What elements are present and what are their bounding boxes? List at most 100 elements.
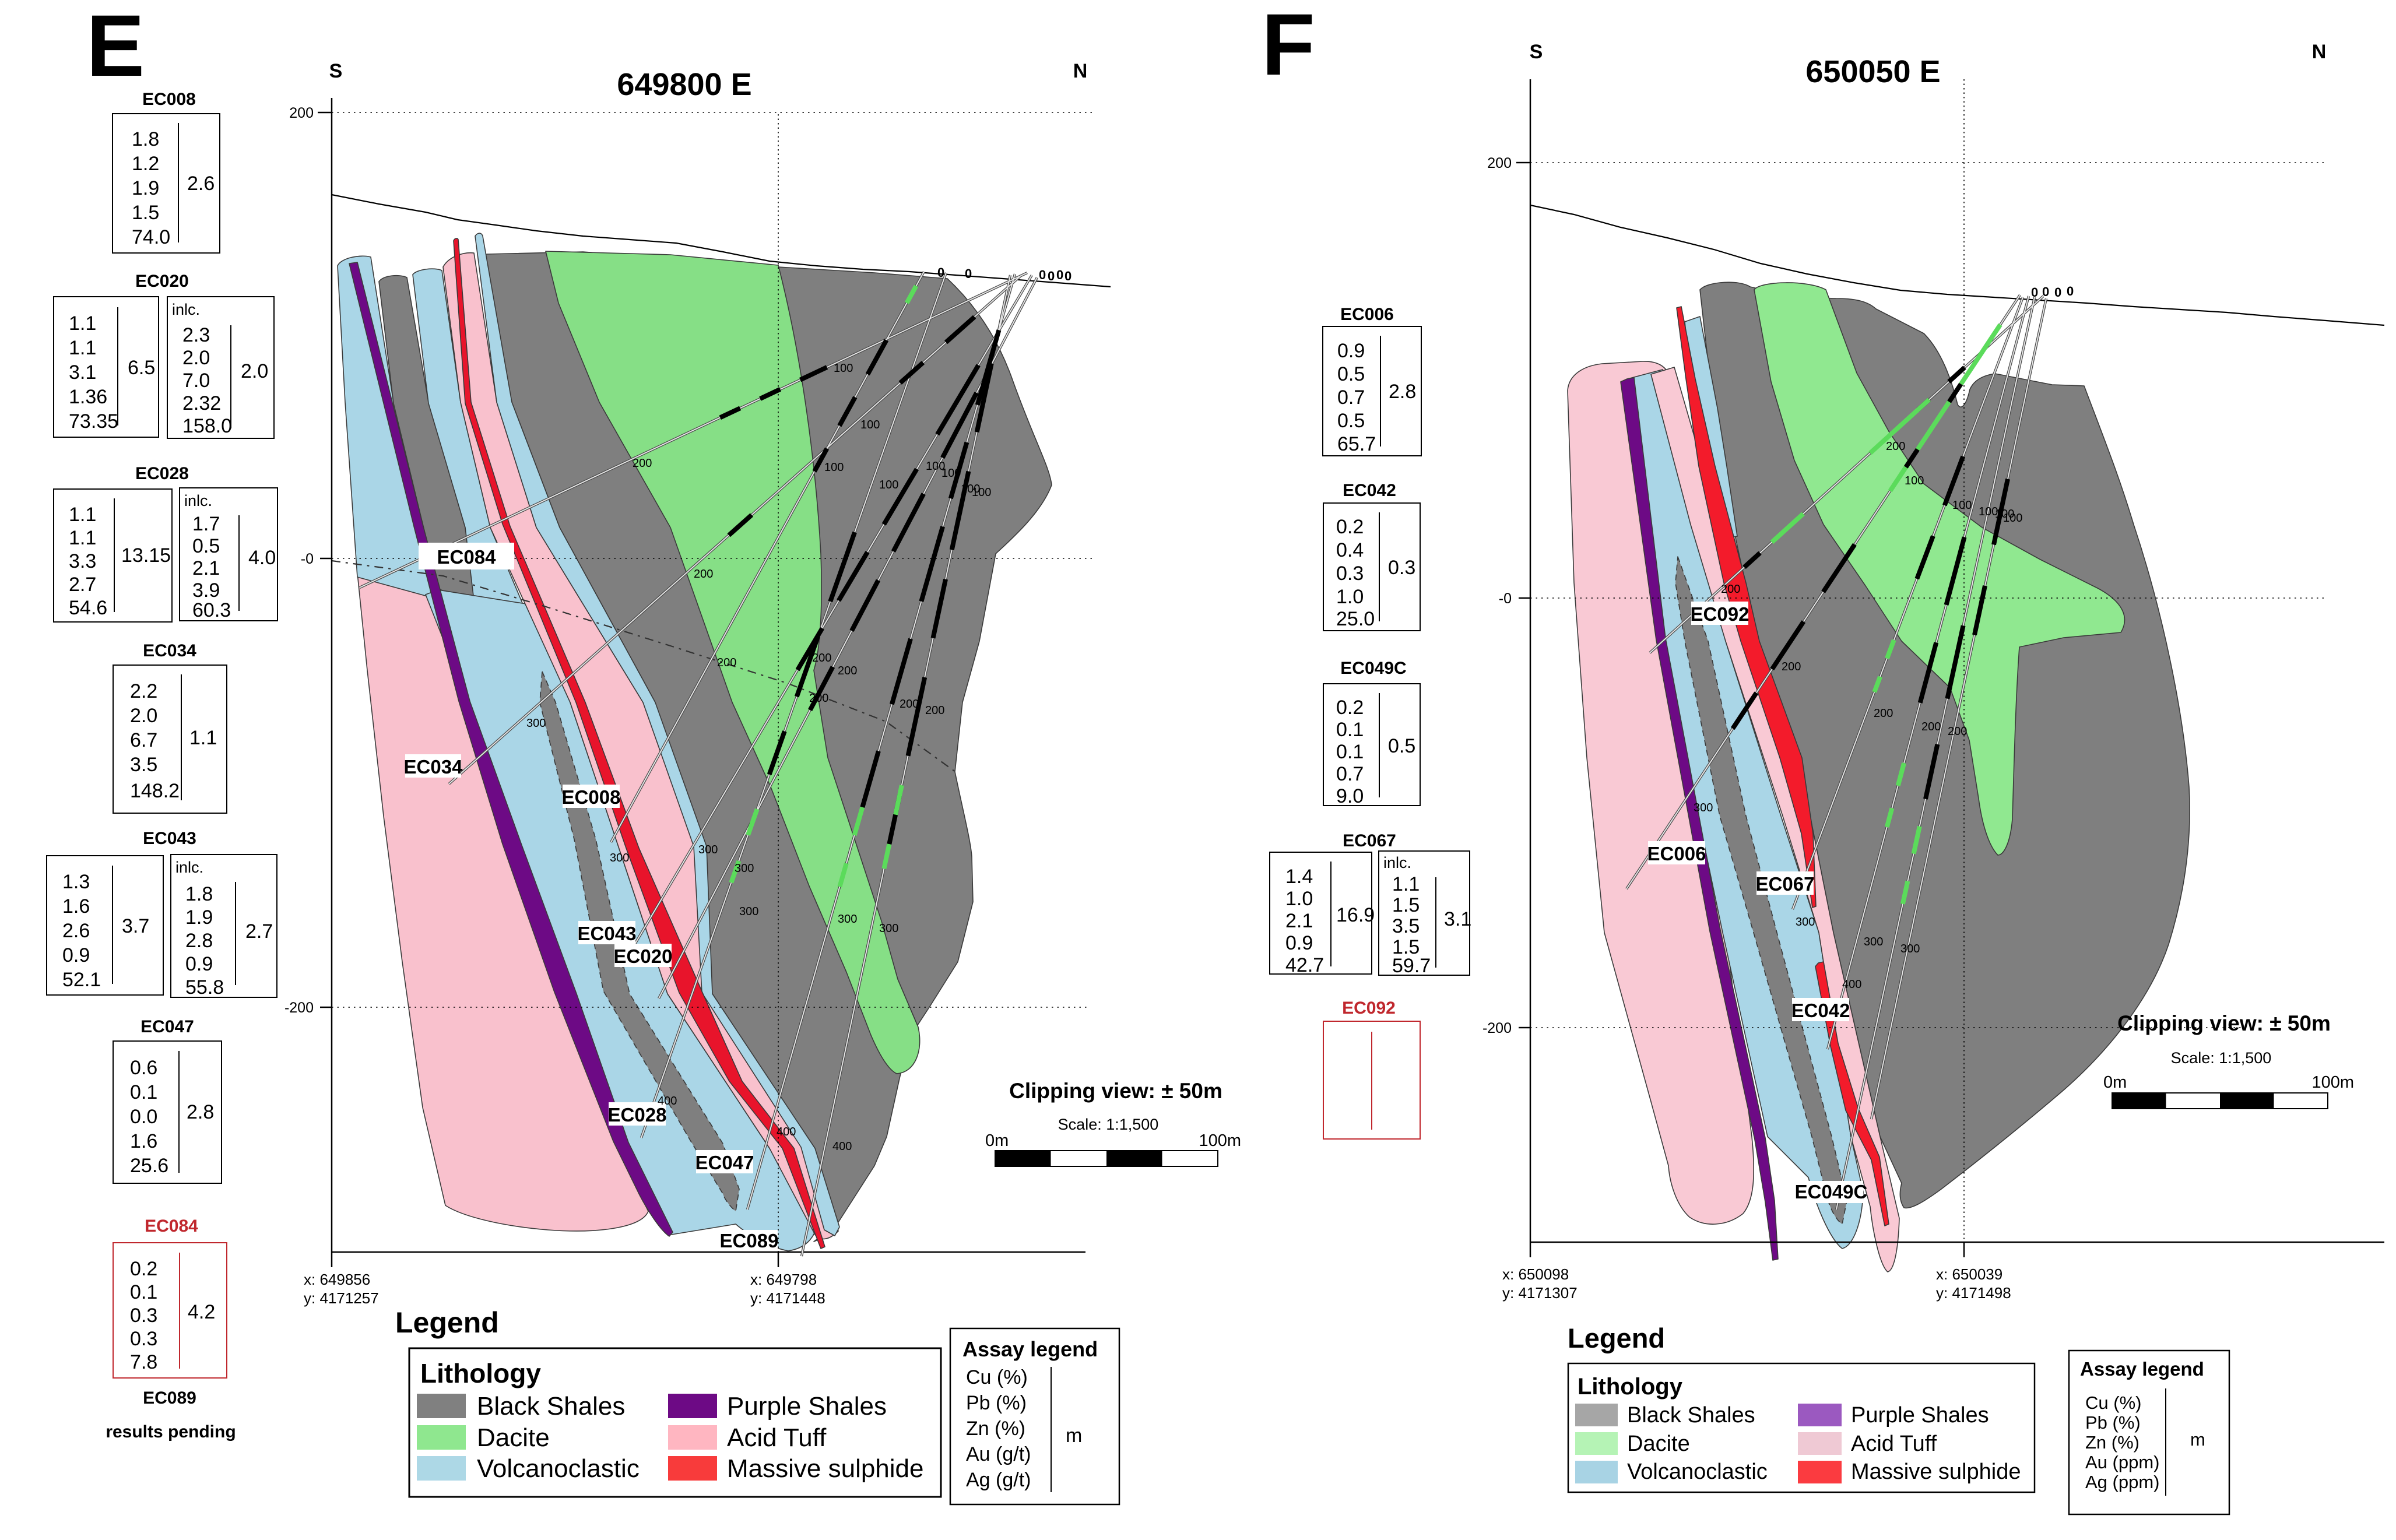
svg-text:EC084: EC084 [437, 546, 497, 568]
svg-text:inlc.: inlc. [184, 492, 212, 509]
svg-text:3.5: 3.5 [1392, 915, 1420, 937]
svg-text:0: 0 [2042, 284, 2049, 299]
svg-text:1.1: 1.1 [69, 504, 96, 526]
svg-text:Volcanoclastic: Volcanoclastic [477, 1454, 640, 1483]
svg-text:Volcanoclastic: Volcanoclastic [1627, 1460, 1768, 1484]
svg-text:200: 200 [289, 105, 314, 121]
svg-text:2.7: 2.7 [245, 920, 273, 943]
svg-text:EC042: EC042 [1791, 1000, 1850, 1021]
svg-text:2.7: 2.7 [69, 574, 96, 596]
svg-text:3.7: 3.7 [122, 915, 149, 937]
svg-text:1.4: 1.4 [1285, 866, 1313, 888]
svg-text:2.1: 2.1 [1285, 910, 1313, 932]
svg-text:results pending: results pending [106, 1422, 236, 1441]
svg-text:EC089: EC089 [143, 1388, 196, 1408]
svg-text:1.1: 1.1 [69, 337, 96, 359]
svg-text:100: 100 [961, 483, 980, 495]
svg-text:1.8: 1.8 [132, 128, 159, 150]
svg-text:65.7: 65.7 [1337, 433, 1376, 455]
svg-text:0.5: 0.5 [1388, 735, 1415, 757]
svg-text:Zn (%): Zn (%) [2085, 1432, 2139, 1453]
svg-text:Ag (ppm): Ag (ppm) [2085, 1472, 2159, 1492]
svg-text:EC067: EC067 [1343, 831, 1396, 850]
svg-text:0: 0 [937, 265, 944, 280]
svg-text:7.0: 7.0 [182, 370, 210, 392]
svg-text:300: 300 [1900, 943, 1920, 955]
svg-text:1.0: 1.0 [1336, 586, 1364, 608]
svg-text:1.6: 1.6 [62, 895, 90, 917]
svg-text:300: 300 [838, 913, 857, 926]
svg-text:2.0: 2.0 [182, 347, 210, 369]
svg-text:0: 0 [1056, 268, 1063, 282]
svg-text:1.8: 1.8 [185, 883, 213, 905]
svg-text:Lithology: Lithology [1578, 1374, 1683, 1400]
svg-text:650050 E: 650050 E [1805, 54, 1940, 89]
svg-text:74.0: 74.0 [132, 226, 170, 248]
svg-text:2.0: 2.0 [130, 705, 157, 727]
svg-text:x: 650098: x: 650098 [1502, 1265, 1569, 1283]
svg-text:x: 649798: x: 649798 [750, 1271, 817, 1288]
svg-text:EC042: EC042 [1343, 481, 1396, 500]
svg-text:Ag (g/t): Ag (g/t) [966, 1469, 1031, 1491]
svg-text:300: 300 [1864, 936, 1883, 948]
svg-text:200: 200 [1874, 707, 1893, 720]
svg-text:400: 400 [832, 1140, 852, 1153]
svg-text:200: 200 [812, 652, 831, 664]
svg-text:1.0: 1.0 [1285, 888, 1313, 910]
svg-text:Black Shales: Black Shales [477, 1392, 625, 1421]
svg-text:Dacite: Dacite [1627, 1432, 1690, 1456]
svg-text:0.1: 0.1 [130, 1281, 157, 1303]
svg-text:0.1: 0.1 [1336, 719, 1364, 741]
svg-text:3.1: 3.1 [69, 361, 96, 384]
svg-text:0.2: 0.2 [1336, 516, 1364, 538]
svg-text:x: 649856: x: 649856 [304, 1271, 370, 1288]
svg-text:0.4: 0.4 [1336, 539, 1364, 561]
svg-text:inlc.: inlc. [175, 859, 203, 876]
svg-text:200: 200 [633, 457, 652, 470]
svg-text:100: 100 [941, 467, 961, 480]
svg-text:42.7: 42.7 [1285, 954, 1324, 976]
svg-text:300: 300 [739, 905, 758, 918]
svg-text:649800 E: 649800 E [617, 67, 751, 102]
svg-text:inlc.: inlc. [1383, 854, 1411, 871]
svg-text:1.36: 1.36 [69, 386, 107, 408]
svg-text:x: 650039: x: 650039 [1936, 1265, 2002, 1283]
svg-text:EC092: EC092 [1691, 603, 1749, 625]
svg-text:100: 100 [860, 419, 880, 431]
svg-text:Clipping view: ± 50m: Clipping view: ± 50m [2117, 1011, 2331, 1035]
svg-text:3.5: 3.5 [130, 754, 157, 776]
svg-text:Zn (%): Zn (%) [966, 1418, 1025, 1440]
svg-text:9.0: 9.0 [1336, 785, 1364, 807]
svg-text:EC043: EC043 [578, 923, 637, 944]
svg-text:Massive sulphide: Massive sulphide [1851, 1460, 2021, 1484]
svg-text:200: 200 [900, 698, 919, 711]
svg-text:EC047: EC047 [695, 1152, 754, 1173]
svg-text:0.3: 0.3 [130, 1305, 157, 1327]
svg-text:Pb (%): Pb (%) [966, 1392, 1027, 1414]
svg-text:y: 4171307: y: 4171307 [1502, 1284, 1578, 1302]
svg-text:54.6: 54.6 [69, 597, 107, 619]
svg-text:Clipping view: ± 50m: Clipping view: ± 50m [1009, 1079, 1222, 1103]
svg-text:2.1: 2.1 [192, 557, 220, 579]
svg-text:3.1: 3.1 [1444, 908, 1471, 930]
svg-text:1.1: 1.1 [69, 312, 96, 335]
svg-text:Assay legend: Assay legend [2080, 1358, 2204, 1380]
svg-text:0: 0 [965, 266, 972, 281]
svg-text:73.35: 73.35 [69, 410, 118, 433]
svg-text:0.2: 0.2 [130, 1258, 157, 1280]
svg-text:3.9: 3.9 [192, 579, 220, 602]
svg-text:0.3: 0.3 [130, 1328, 157, 1350]
svg-text:y: 4171257: y: 4171257 [304, 1289, 379, 1307]
svg-text:2.32: 2.32 [182, 392, 221, 414]
svg-text:100: 100 [834, 362, 853, 375]
svg-text:m: m [2190, 1429, 2205, 1450]
svg-text:Scale: 1:1,500: Scale: 1:1,500 [1058, 1116, 1159, 1133]
svg-text:25.0: 25.0 [1336, 608, 1375, 630]
svg-text:2.8: 2.8 [1389, 381, 1416, 403]
svg-text:100: 100 [879, 479, 898, 491]
svg-text:EC084: EC084 [145, 1216, 198, 1236]
svg-text:1.5: 1.5 [1392, 894, 1420, 916]
svg-text:200: 200 [1886, 440, 1905, 453]
svg-text:N: N [1073, 60, 1088, 82]
svg-text:3.3: 3.3 [69, 550, 96, 572]
